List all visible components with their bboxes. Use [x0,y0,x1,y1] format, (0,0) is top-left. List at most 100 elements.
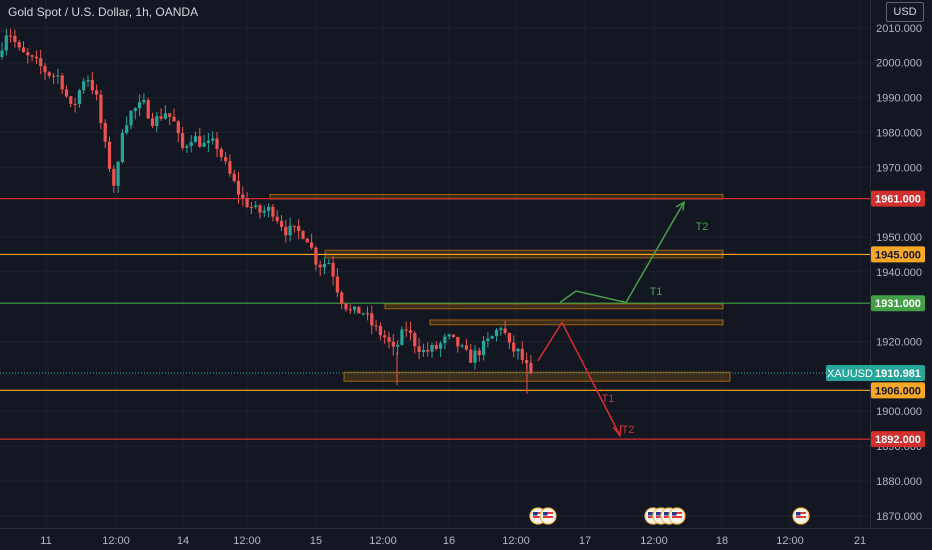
candle-body [396,344,400,347]
us-flag-event-icon[interactable] [792,507,810,525]
candle-body [494,329,499,337]
candle-body [378,326,382,336]
y-tick-label: 1900.000 [876,406,922,418]
candle-body [430,345,434,352]
candle-body [215,138,219,149]
candle-body [331,262,335,277]
y-tick-label: 1870.000 [876,511,922,523]
candle-body [443,336,447,344]
candle-body [232,173,236,181]
bullish-projection [559,201,685,304]
candle-body [202,142,206,147]
x-tick-label: 12:00 [640,535,668,547]
candle-body [314,247,318,265]
candle-body [451,334,456,337]
flag-canton [533,512,538,516]
x-tick-label: 15 [310,535,322,547]
candle-body [90,80,94,91]
bullish-arrowhead [675,200,685,211]
candle-body [464,345,468,350]
candle-body [404,329,408,331]
candle-body [365,313,370,315]
candle-body [271,206,275,217]
candle-body [103,122,107,142]
candle-body [348,309,352,311]
candle-body [408,330,413,334]
candle-body [447,334,451,337]
candle-body [241,194,245,198]
candle-body [30,55,34,57]
candle-body [60,75,64,90]
us-flag-event-icon[interactable] [539,507,557,525]
currency-button[interactable]: USD [886,2,924,22]
x-tick-label: 18 [716,535,728,547]
level-price-tag [871,190,925,207]
candle-body [155,116,159,126]
flag-canton [656,512,661,516]
candle-body [520,348,524,361]
zone-box [384,303,724,310]
candle-body [198,136,202,147]
candle-body [181,133,185,148]
candle-body [322,263,327,268]
candle-body [228,161,232,174]
y-tick-label: 1950.000 [876,232,922,244]
candle-body [206,140,210,143]
candle-body [99,94,103,123]
candle-body [133,108,137,112]
candle-body [383,335,387,338]
candle-body [490,336,494,339]
level-price-label: 1961.000 [875,194,921,206]
flag-stripe [672,512,682,514]
candle-body [193,136,198,143]
candle-body [327,262,331,264]
flag-stripe [543,516,553,518]
x-tick-label: 11 [40,535,51,547]
candle-body [172,116,176,122]
candle-body [107,141,112,169]
y-tick-label: 2000.000 [876,58,922,70]
target-label: T2 [696,221,709,233]
candle-body [142,99,146,103]
candle-body [116,161,120,186]
candle-body [301,231,305,239]
level-price-label: 1931.000 [875,298,921,310]
candle-body [211,138,215,141]
candle-body [13,35,17,42]
flag-stripe [533,516,543,518]
last-price-value: 1910.981 [875,368,921,380]
candle-body [4,35,8,51]
x-tick-label: 17 [579,535,591,547]
candle-body [486,338,490,341]
x-tick-label: 14 [177,535,189,547]
candle-body [417,346,421,353]
candle-body [159,116,163,119]
flag-canton [648,512,653,516]
us-flag-event-icon[interactable] [668,507,686,525]
level-price-tag [871,431,925,448]
flag-stripe [672,516,682,518]
candle-body [516,348,520,352]
x-tick-label: 12:00 [776,535,804,547]
candle-body [77,90,81,105]
candle-body [370,313,374,326]
candle-body [507,332,511,343]
candle-body [150,118,155,126]
x-tick-label: 12:00 [233,535,261,547]
candle-body [434,345,438,349]
candle-body [129,111,133,126]
candle-body [125,125,129,133]
candle-body [39,58,43,67]
candle-body [426,350,430,352]
candle-body [262,210,266,213]
y-tick-label: 1920.000 [876,337,922,349]
candle-body [236,180,241,195]
target-label: T1 [650,286,663,298]
candle-body [254,205,258,208]
candle-body [387,337,391,342]
candle-body [340,292,344,304]
flag-canton [543,512,548,516]
candle-body [224,157,228,162]
candle-body [310,242,314,248]
